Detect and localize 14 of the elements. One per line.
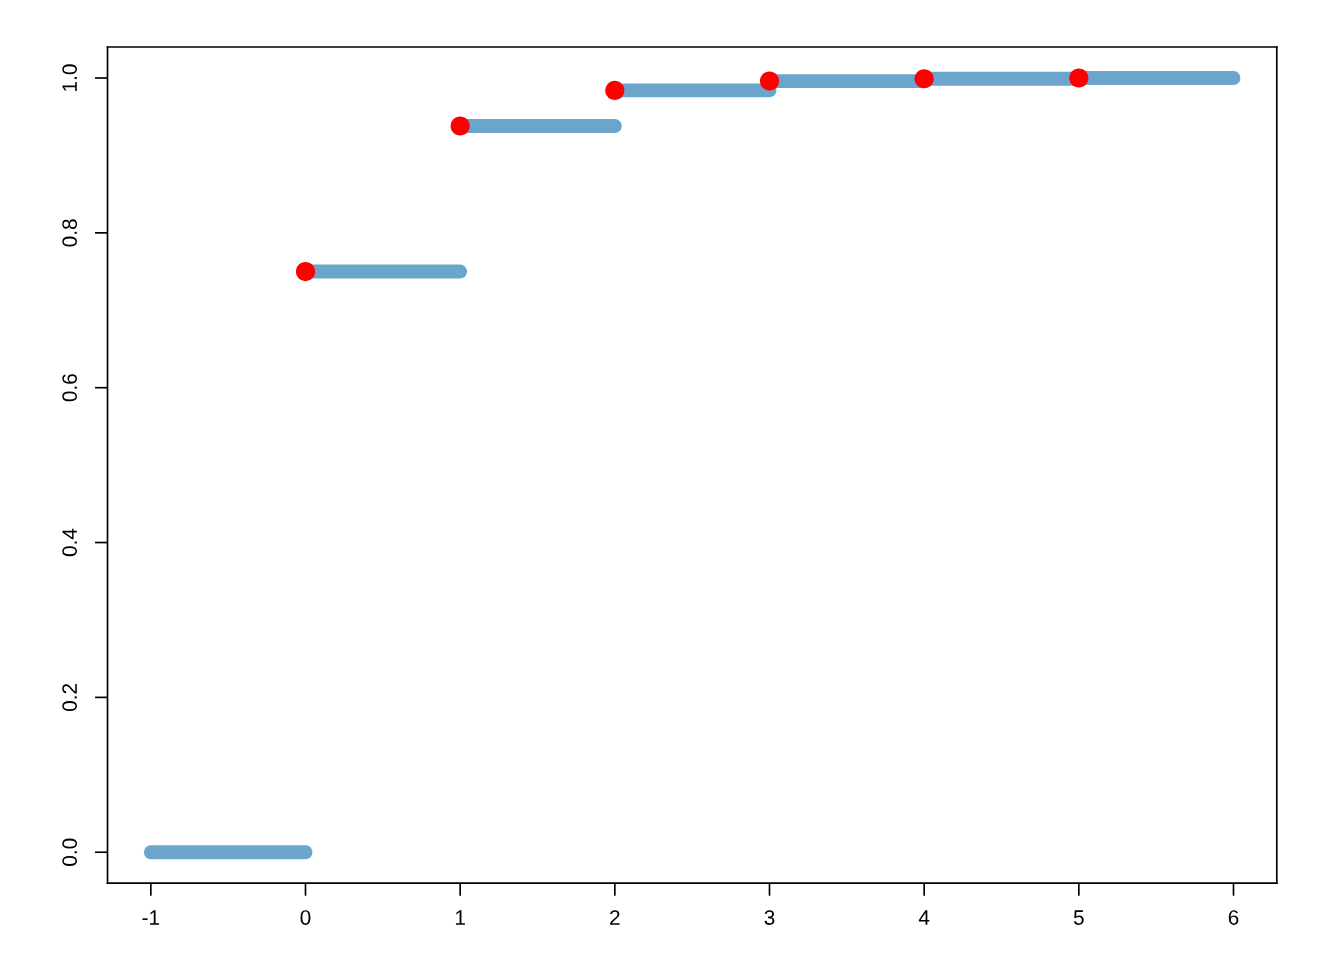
y-tick-label: 1.0 bbox=[62, 64, 78, 91]
y-tick-label: 0.8 bbox=[62, 219, 78, 247]
x-tick-label: 5 bbox=[1073, 910, 1084, 925]
x-tick-label: 6 bbox=[1228, 910, 1239, 925]
x-tick-label: 3 bbox=[764, 910, 775, 925]
x-tick-label: -1 bbox=[142, 910, 160, 925]
y-tick-label: 0.2 bbox=[62, 683, 78, 712]
x-tick-label: 0 bbox=[300, 910, 311, 925]
y-tick-label: 0.4 bbox=[62, 528, 78, 557]
x-tick-label: 1 bbox=[455, 910, 465, 925]
y-tick-label: 0.6 bbox=[62, 374, 78, 402]
x-tick-label: 2 bbox=[610, 910, 620, 925]
y-tick-label: 0.0 bbox=[62, 838, 78, 866]
x-tick-label: 4 bbox=[918, 910, 930, 925]
